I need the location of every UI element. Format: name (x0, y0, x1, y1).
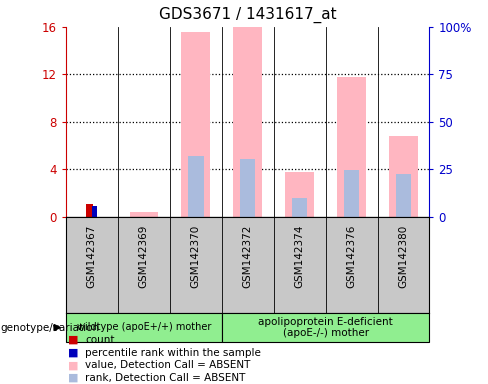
Text: GSM142376: GSM142376 (346, 225, 357, 288)
Bar (337, 77, 366, 217)
Text: ■: ■ (68, 373, 79, 383)
Bar (285, 172, 314, 217)
Text: GSM142369: GSM142369 (139, 225, 149, 288)
FancyBboxPatch shape (66, 313, 222, 342)
Bar (129, 212, 158, 217)
Bar (389, 136, 418, 217)
Bar (344, 170, 359, 217)
Text: genotype/variation: genotype/variation (0, 323, 99, 333)
Text: GSM142380: GSM142380 (399, 225, 408, 288)
Text: value, Detection Call = ABSENT: value, Detection Call = ABSENT (85, 360, 251, 370)
Text: GSM142374: GSM142374 (295, 225, 305, 288)
Bar (233, 27, 262, 217)
Text: ■: ■ (68, 335, 79, 345)
Bar (188, 156, 203, 217)
Title: GDS3671 / 1431617_at: GDS3671 / 1431617_at (159, 7, 336, 23)
Text: rank, Detection Call = ABSENT: rank, Detection Call = ABSENT (85, 373, 246, 383)
Bar (86, 205, 93, 217)
Text: percentile rank within the sample: percentile rank within the sample (85, 348, 261, 358)
Bar (292, 198, 307, 217)
Text: apolipoprotein E-deficient
(apoE-/-) mother: apolipoprotein E-deficient (apoE-/-) mot… (258, 316, 393, 338)
Text: GSM142372: GSM142372 (243, 225, 253, 288)
Bar (396, 174, 411, 217)
Bar (240, 159, 255, 217)
Text: wildtype (apoE+/+) mother: wildtype (apoE+/+) mother (77, 322, 211, 333)
Text: ■: ■ (68, 360, 79, 370)
FancyBboxPatch shape (222, 313, 429, 342)
Text: ■: ■ (68, 348, 79, 358)
Text: GSM142370: GSM142370 (191, 225, 201, 288)
Bar (92, 206, 97, 217)
Text: GSM142367: GSM142367 (87, 225, 97, 288)
Bar (182, 31, 210, 217)
Text: count: count (85, 335, 115, 345)
